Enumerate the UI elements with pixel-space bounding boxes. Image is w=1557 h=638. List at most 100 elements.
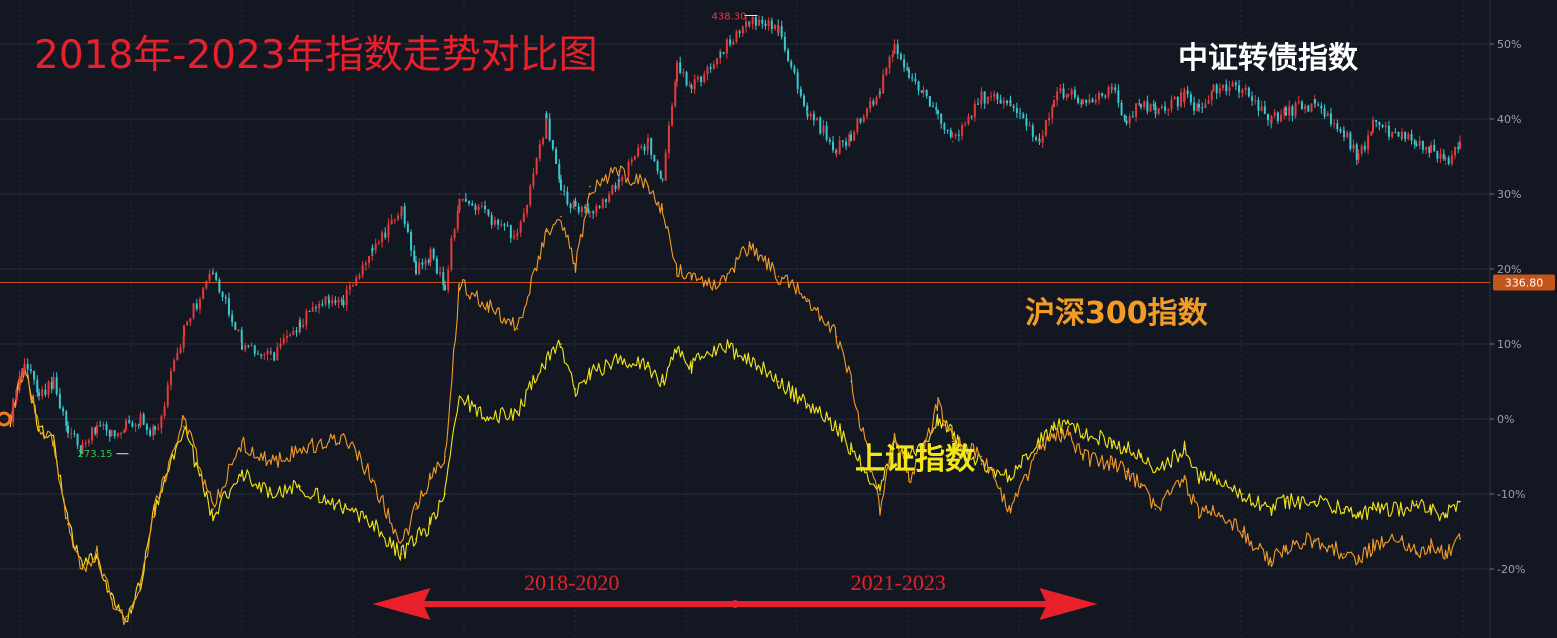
y-tick-label: 40%: [1497, 113, 1521, 126]
candle-body: [841, 140, 844, 142]
series-point: [1459, 500, 1461, 503]
series-point: [1082, 455, 1084, 458]
candle-body: [633, 156, 636, 160]
series-point: [618, 170, 620, 173]
candle-body: [996, 93, 999, 100]
candle-body: [1407, 134, 1410, 140]
candle-body: [647, 138, 649, 142]
series-point: [560, 215, 562, 218]
candle-body: [891, 53, 894, 57]
series-point: [1212, 478, 1215, 480]
series-point: [1212, 508, 1215, 510]
series-point: [1357, 560, 1360, 563]
candle-body: [490, 215, 493, 225]
candle-body: [108, 430, 111, 437]
candle-body: [1180, 92, 1183, 107]
candle-body: [848, 134, 851, 146]
candle-body: [735, 31, 738, 42]
candle-body: [1123, 115, 1126, 121]
candle-body: [1067, 94, 1070, 96]
series-point: [1459, 538, 1461, 540]
candle-body: [442, 272, 445, 285]
candle-body: [1339, 129, 1342, 132]
series-point: [1270, 508, 1273, 510]
candle-body: [128, 420, 131, 423]
series-point: [212, 268, 214, 270]
candle-body: [474, 205, 477, 211]
candle-body: [468, 201, 471, 204]
candle-body: [643, 146, 646, 151]
series-point: [661, 208, 664, 210]
series-point: [1212, 88, 1215, 90]
candle-body: [1101, 92, 1104, 96]
candle-body: [1291, 106, 1294, 116]
candle-body: [896, 44, 899, 55]
candle-body: [1215, 84, 1218, 94]
series-point: [299, 485, 301, 488]
series-point: [38, 395, 40, 398]
candle-body: [1326, 113, 1329, 117]
candle-body: [480, 205, 483, 207]
series-point: [1430, 148, 1432, 150]
candle-body: [1207, 100, 1210, 104]
candle-body: [231, 314, 234, 323]
candle-body: [693, 79, 696, 90]
candle-body: [1022, 114, 1025, 119]
series-point: [67, 433, 69, 435]
candle-body: [1333, 123, 1336, 125]
candle-body: [397, 215, 400, 220]
candle-body: [160, 416, 163, 429]
candle-body: [1425, 147, 1428, 150]
candle-body: [888, 56, 891, 69]
candle-body: [1059, 88, 1062, 92]
series-point: [52, 440, 55, 443]
candle-body: [1080, 102, 1083, 104]
candle-body: [1436, 150, 1439, 159]
candle-body: [608, 194, 611, 203]
candle-body: [1283, 107, 1286, 115]
candle-body: [977, 103, 980, 105]
candle-body: [1167, 109, 1170, 111]
candle-body: [334, 300, 337, 303]
candle-body: [256, 353, 259, 355]
candle-body: [1387, 125, 1390, 137]
candle-body: [324, 296, 327, 305]
candle-body: [990, 96, 993, 98]
candle-body: [803, 95, 806, 106]
candle-body: [1160, 106, 1163, 109]
series-point: [1241, 88, 1244, 90]
candle-body: [1442, 153, 1445, 160]
series-point: [241, 470, 243, 473]
candle-body: [173, 360, 176, 372]
series-point: [545, 118, 548, 120]
candle-body: [532, 173, 535, 186]
candle-body: [1418, 140, 1421, 146]
candle-body: [961, 125, 964, 136]
candle-body: [176, 352, 179, 361]
candle-body: [816, 117, 819, 121]
series-point: [52, 380, 55, 383]
candle-body: [461, 198, 464, 200]
candle-body: [853, 132, 856, 141]
candle-body: [15, 389, 18, 400]
candle-body: [1015, 107, 1018, 114]
candle-body: [856, 118, 859, 133]
series-point: [1401, 508, 1403, 510]
candle-body: [671, 105, 674, 126]
candle-body: [1012, 106, 1015, 108]
candle-body: [700, 76, 703, 83]
candle-body: [828, 139, 831, 142]
candle-body: [105, 424, 108, 431]
candle-body: [906, 67, 909, 70]
candle-body: [925, 89, 928, 97]
candle-body: [152, 426, 155, 436]
candle-body: [1300, 101, 1303, 110]
candle-body: [1077, 97, 1080, 103]
series-point: [516, 328, 519, 330]
candle-body: [1288, 106, 1291, 116]
candle-body: [58, 393, 61, 409]
candle-body: [703, 74, 706, 83]
candle-body: [719, 51, 722, 53]
